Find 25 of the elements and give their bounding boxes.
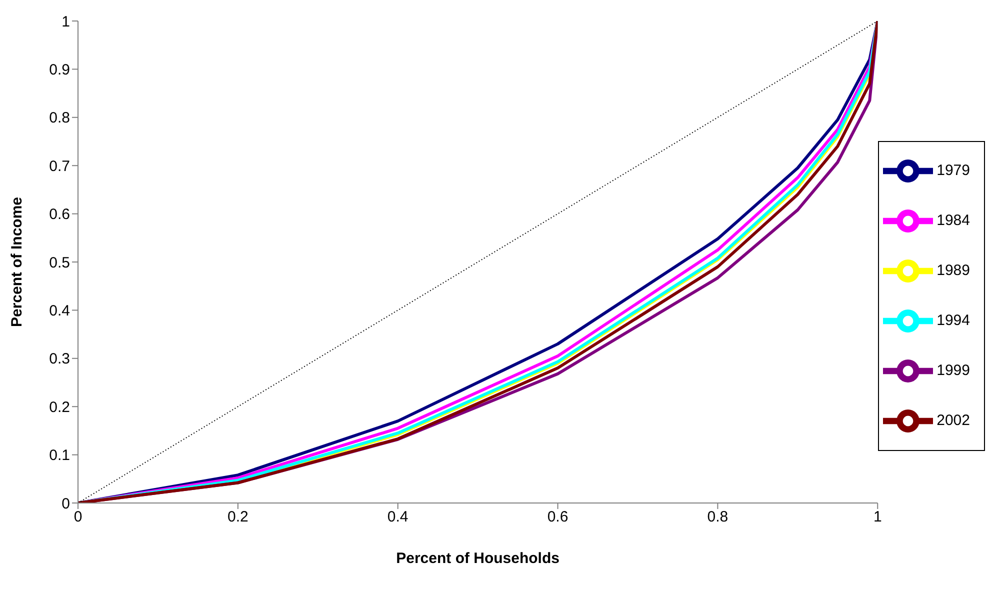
x-tick-label: 0.4: [387, 508, 408, 526]
y-tick-label: 0.5: [49, 254, 70, 272]
legend-label: 2002: [936, 411, 970, 428]
y-tick-label: 0.1: [49, 447, 70, 464]
legend-label: 1984: [936, 211, 970, 228]
legend-label: 1989: [936, 261, 970, 278]
x-tick-label: 0: [74, 508, 82, 526]
y-tick-label: 0.6: [49, 206, 70, 224]
x-tick-label: 1: [873, 508, 882, 526]
y-axis-title: Percent of Income: [8, 196, 26, 328]
y-tick-label: 0.7: [49, 158, 70, 175]
x-tick-label: 0.6: [547, 508, 568, 526]
y-tick-label: 0.2: [49, 398, 70, 416]
y-tick-label: 1: [62, 13, 70, 30]
legend-label: 1979: [936, 161, 970, 178]
legend-label: 1994: [936, 311, 970, 328]
y-tick-label: 0.3: [49, 350, 70, 368]
x-tick-label: 0.2: [227, 508, 248, 526]
legend-label: 1999: [936, 361, 970, 378]
x-axis-title: Percent of Households: [396, 550, 560, 567]
y-tick-label: 0.4: [49, 302, 70, 320]
y-tick-label: 0.9: [49, 62, 70, 79]
y-tick-label: 0: [62, 495, 70, 512]
x-tick-label: 0.8: [707, 508, 728, 526]
y-tick-label: 0.8: [49, 110, 70, 127]
